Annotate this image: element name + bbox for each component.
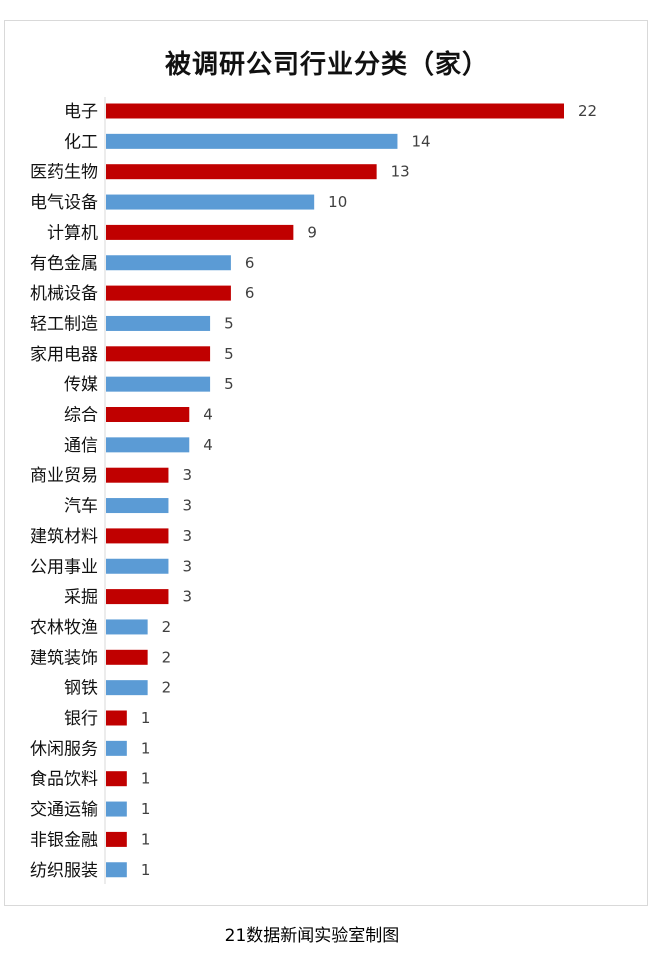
category-label: 医药生物	[30, 163, 98, 183]
bar	[106, 710, 127, 726]
data-label: 3	[182, 466, 192, 484]
bar	[106, 224, 294, 240]
category-label: 有色金属	[30, 254, 98, 274]
bar	[106, 376, 211, 392]
data-label: 14	[411, 132, 430, 150]
category-label: 农林牧渔	[30, 618, 98, 638]
data-label: 1	[141, 770, 151, 788]
category-label: 休闲服务	[30, 739, 98, 759]
data-label: 4	[203, 436, 213, 454]
data-label: 5	[224, 314, 234, 332]
data-label: 1	[141, 861, 151, 879]
bar	[106, 680, 148, 696]
category-label: 钢铁	[64, 679, 98, 699]
data-label: 3	[182, 497, 192, 515]
bar	[106, 771, 127, 787]
bar	[106, 649, 148, 665]
bar	[106, 285, 231, 301]
category-label: 食品饮料	[30, 770, 98, 790]
bar	[106, 498, 169, 514]
bar	[106, 437, 190, 453]
data-label: 6	[245, 254, 255, 272]
source-credit: 21数据新闻实验室制图	[224, 926, 400, 946]
category-label: 轻工制造	[30, 314, 98, 334]
bar	[106, 862, 127, 878]
data-label: 2	[162, 618, 172, 636]
bar	[106, 315, 211, 331]
category-label: 建筑材料	[30, 527, 98, 547]
data-label: 1	[141, 830, 151, 848]
category-label: 交通运输	[30, 800, 98, 820]
category-label: 计算机	[47, 223, 98, 243]
bar	[106, 407, 190, 422]
category-label: 家用电器	[30, 345, 98, 365]
chart-title: 被调研公司行业分类（家）	[164, 50, 489, 80]
data-label: 4	[203, 406, 213, 424]
data-label: 6	[245, 284, 255, 302]
bar	[106, 103, 564, 119]
data-label: 3	[182, 557, 192, 575]
bar	[106, 619, 148, 635]
bar	[106, 164, 377, 180]
data-label: 10	[328, 193, 347, 211]
category-label: 电子	[64, 102, 98, 122]
bar	[106, 831, 127, 847]
bar	[106, 133, 398, 149]
bar	[106, 467, 169, 483]
data-label: 1	[141, 709, 151, 727]
category-label: 非银金融	[30, 830, 98, 850]
data-label: 2	[162, 648, 172, 666]
bar	[106, 558, 169, 574]
bar	[106, 801, 127, 817]
data-label: 1	[141, 739, 151, 757]
bar	[106, 194, 315, 210]
bar	[106, 346, 211, 362]
data-label: 2	[162, 679, 172, 697]
category-label: 纺织服装	[30, 861, 98, 881]
bar	[106, 740, 127, 756]
data-label: 5	[224, 345, 234, 363]
data-label: 1	[141, 800, 151, 818]
data-label: 9	[307, 223, 317, 241]
category-label: 机械设备	[30, 284, 98, 304]
data-label: 3	[182, 527, 192, 545]
data-label: 13	[391, 163, 410, 181]
category-label: 综合	[64, 406, 98, 426]
data-label: 3	[182, 588, 192, 606]
bar	[106, 255, 231, 271]
category-label: 公用事业	[30, 557, 98, 577]
category-label: 化工	[64, 132, 98, 152]
bar	[106, 589, 169, 605]
category-label: 传媒	[64, 375, 98, 395]
category-label: 采掘	[64, 588, 98, 608]
data-label: 22	[578, 102, 597, 120]
category-label: 银行	[64, 709, 98, 729]
category-label: 商业贸易	[30, 466, 98, 486]
category-label: 通信	[64, 436, 98, 456]
category-label: 建筑装饰	[30, 648, 98, 668]
category-label: 汽车	[64, 497, 98, 517]
bar	[106, 528, 169, 544]
data-label: 5	[224, 375, 234, 393]
category-label: 电气设备	[30, 193, 98, 213]
